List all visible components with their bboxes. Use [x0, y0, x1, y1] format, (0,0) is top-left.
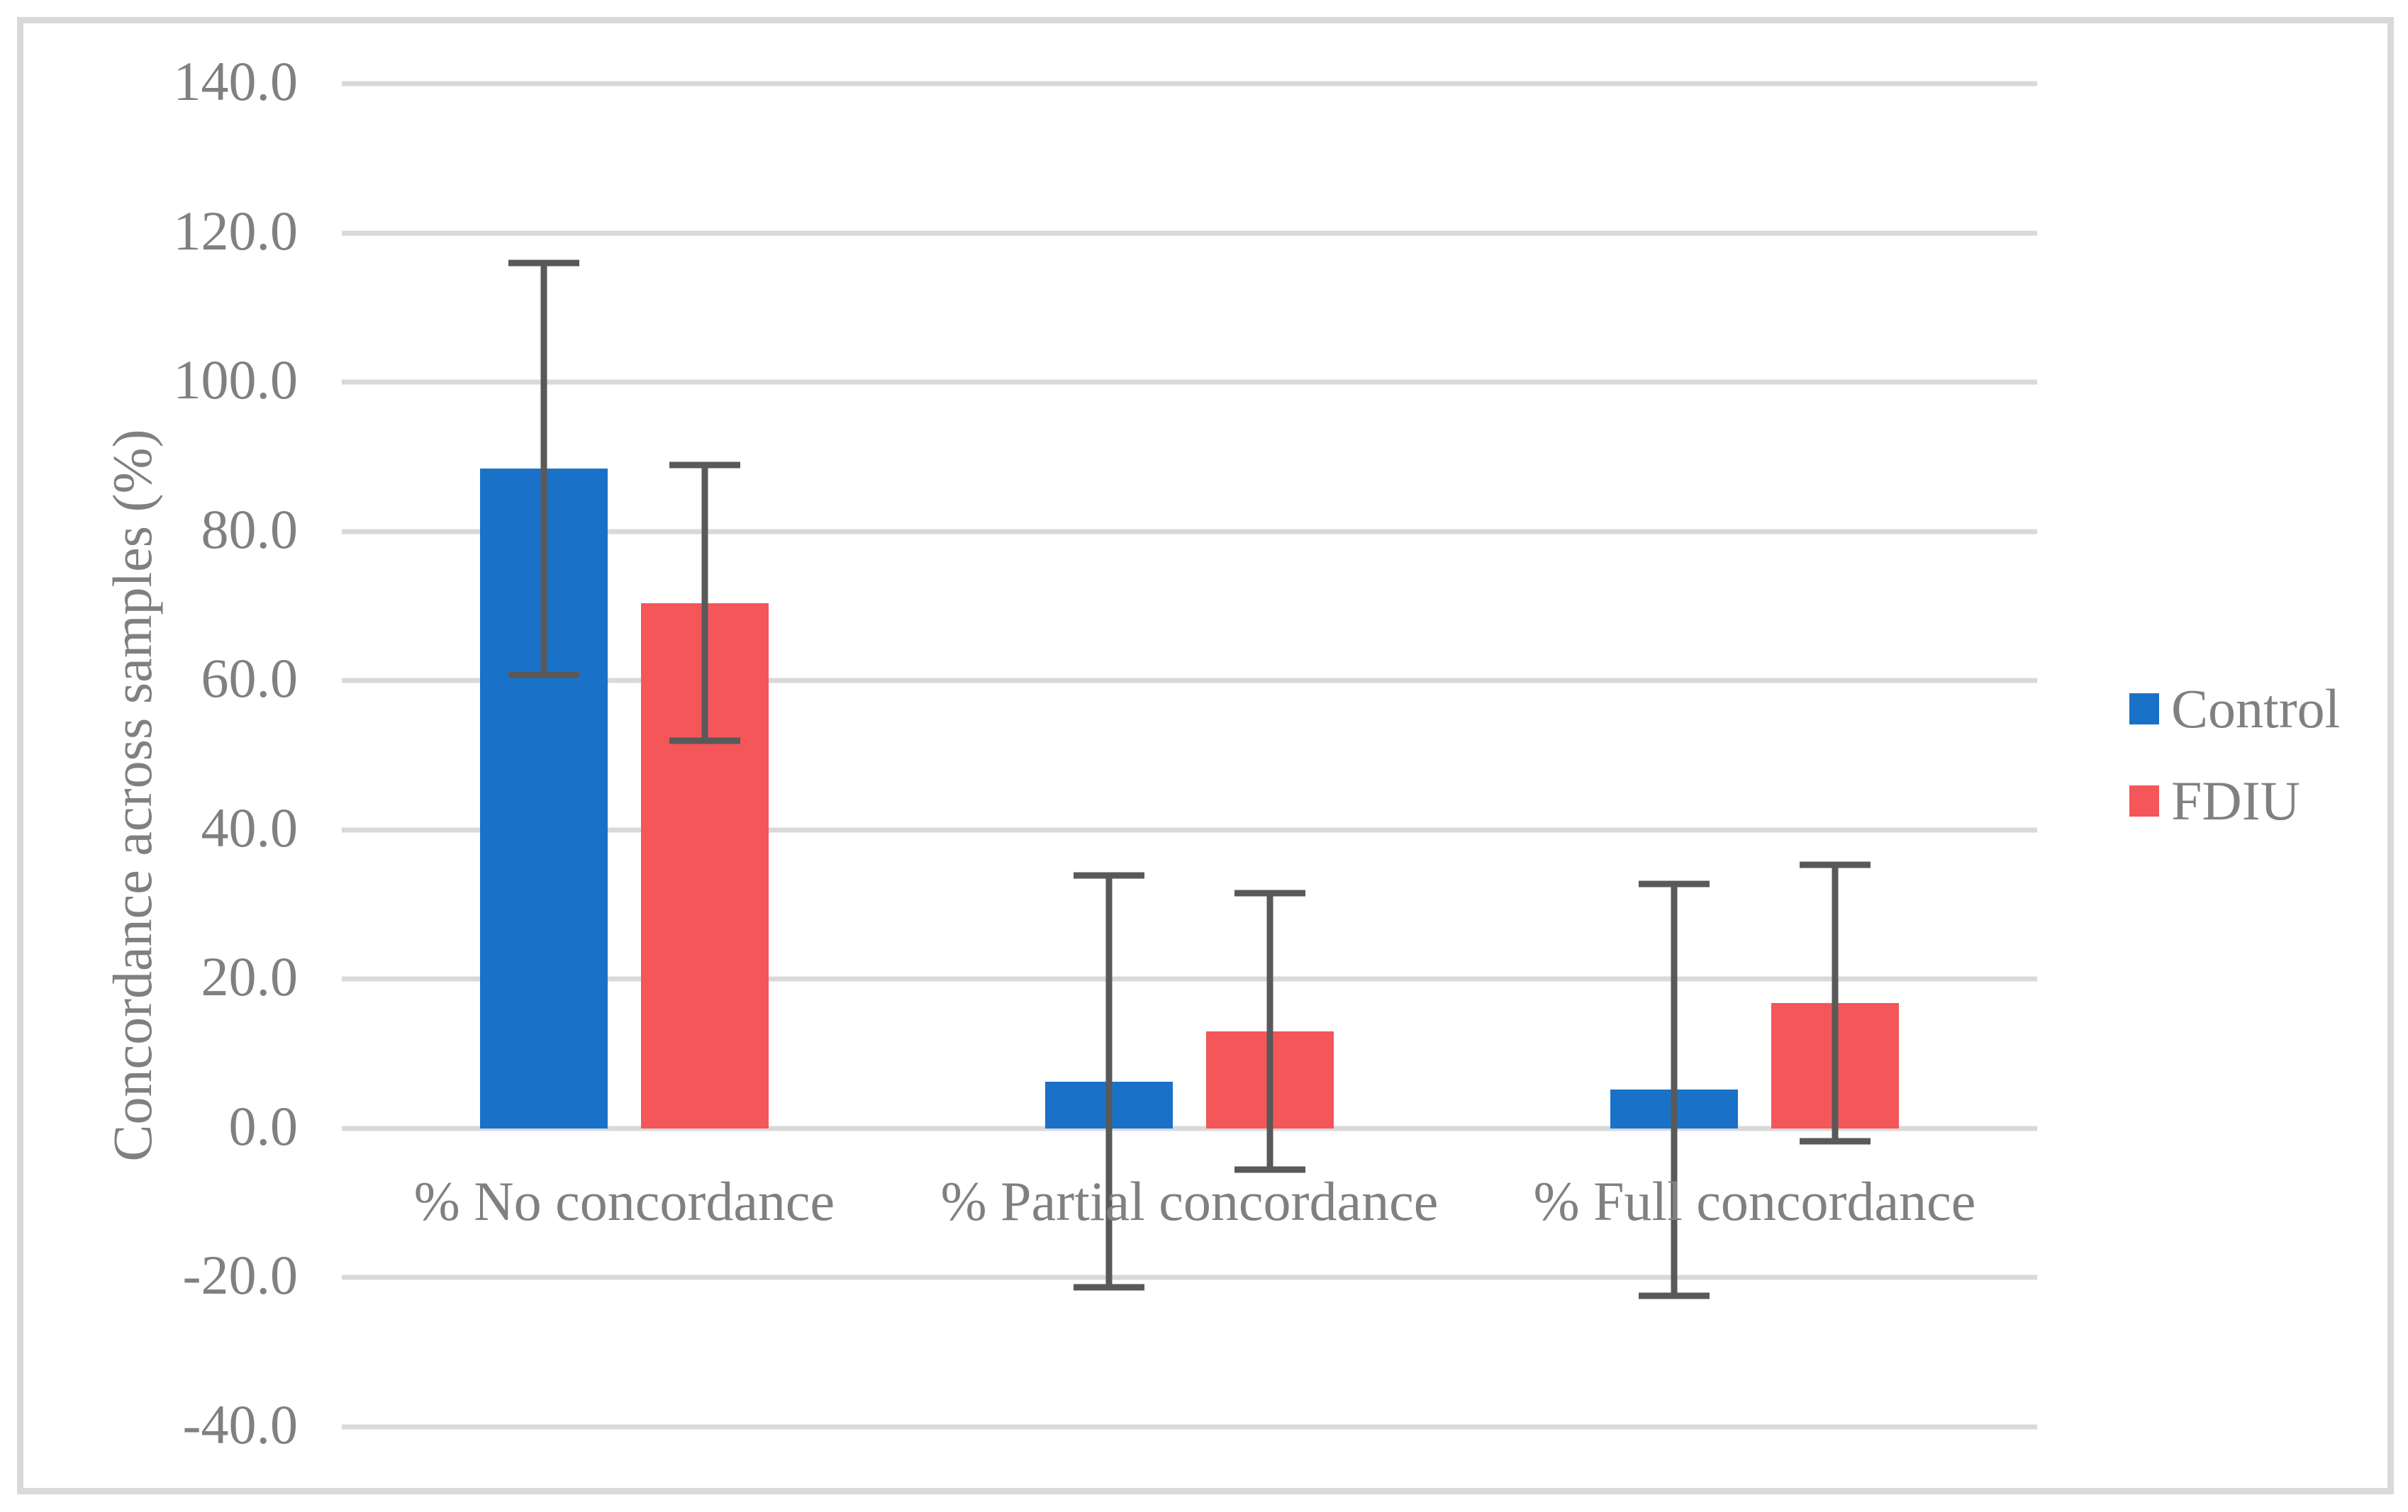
y-tick-label: 100.0 [173, 348, 299, 410]
error-bar-cap [1800, 861, 1871, 868]
gridline [342, 1126, 2037, 1131]
error-bar-cap [669, 461, 740, 469]
category-label-no-concordance: % No concordance [413, 1170, 835, 1232]
error-bar-cap [1639, 880, 1710, 887]
category-label-partial-concordance: % Partial concordance [940, 1170, 1439, 1232]
gridline [342, 1275, 2037, 1280]
y-tick-label: -40.0 [182, 1393, 298, 1455]
y-tick-label: 140.0 [173, 50, 299, 112]
error-bar-line [1671, 883, 1678, 1296]
y-tick-label: -20.0 [182, 1244, 298, 1306]
plot-area [342, 81, 2037, 1430]
y-tick-label: 60.0 [201, 647, 299, 710]
error-bar-cap [1074, 1284, 1144, 1291]
gridline [342, 529, 2037, 534]
error-bar-line [540, 262, 547, 675]
y-tick-label: 0.0 [228, 1094, 299, 1157]
gridline [342, 976, 2037, 982]
gridline [342, 81, 2037, 86]
legend-item-control: Control [2129, 679, 2340, 739]
gridline [342, 379, 2037, 385]
legend-label-control: Control [2171, 678, 2341, 739]
y-tick-label: 80.0 [201, 498, 299, 560]
legend-swatch-fdiu [2129, 785, 2159, 817]
gridline [342, 1424, 2037, 1430]
error-bar-cap [669, 737, 740, 744]
error-bar-cap [1639, 1292, 1710, 1299]
legend-label-fdiu: FDIU [2171, 770, 2301, 831]
error-bar-cap [1800, 1138, 1871, 1145]
y-tick-label: 120.0 [173, 199, 299, 262]
error-bar-cap [1234, 1166, 1305, 1173]
y-tick-label: 40.0 [201, 796, 299, 858]
gridline [342, 827, 2037, 833]
error-bar-line [701, 464, 708, 741]
error-bar-line [1266, 893, 1273, 1170]
error-bar-cap [508, 671, 579, 678]
error-bar-line [1832, 865, 1839, 1141]
error-bar-cap [508, 259, 579, 267]
y-tick-label: 20.0 [201, 946, 299, 1008]
legend-swatch-control [2129, 693, 2159, 724]
legend-item-fdiu: FDIU [2129, 771, 2300, 831]
error-bar-cap [1234, 890, 1305, 897]
category-label-full-concordance: % Full concordance [1533, 1170, 1976, 1232]
gridline [342, 678, 2037, 683]
error-bar-line [1105, 875, 1113, 1288]
gridline [342, 230, 2037, 236]
error-bar-cap [1074, 872, 1144, 879]
